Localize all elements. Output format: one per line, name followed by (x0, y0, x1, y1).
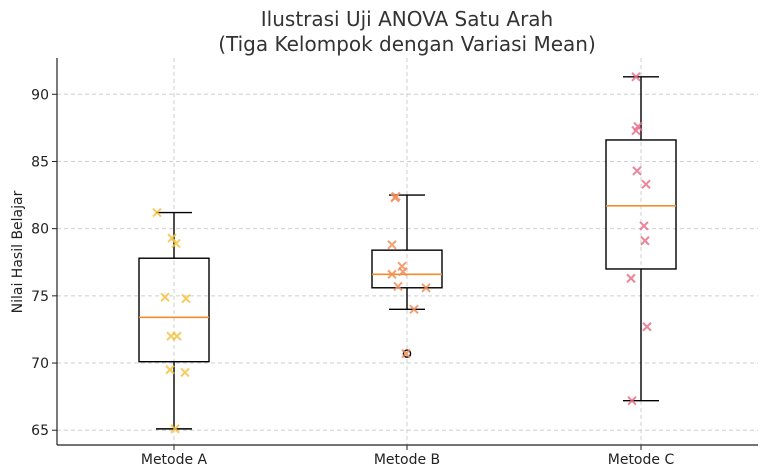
data-point (632, 166, 642, 176)
data-point-stroke (641, 179, 651, 190)
data-point (181, 293, 191, 304)
data-point-stroke (387, 240, 397, 250)
data-point (160, 292, 170, 302)
data-point (640, 236, 650, 246)
data-point-stroke (632, 166, 642, 176)
data-point-stroke (642, 322, 652, 332)
y-tick-label: 70 (31, 356, 49, 372)
data-point (171, 238, 181, 249)
data-point-stroke (165, 365, 175, 375)
x-tick-label: Metode B (374, 452, 440, 468)
data-point (626, 273, 636, 284)
data-layer (138, 72, 677, 434)
box-iqr (371, 249, 443, 289)
box-iqr (138, 257, 210, 363)
y-axis-label: Nilai Hasil Belajar (10, 190, 26, 313)
chart-title-line1: Ilustrasi Uji ANOVA Satu Arah (261, 7, 553, 31)
data-point (421, 283, 431, 293)
data-point-stroke (421, 283, 431, 293)
data-point (393, 281, 403, 292)
data-point-stroke (631, 72, 641, 82)
outlier-point (402, 349, 412, 358)
box-iqr (605, 139, 677, 270)
data-point-stroke (390, 193, 400, 203)
data-point (398, 266, 408, 277)
data-point-stroke (167, 233, 177, 243)
y-tick-label: 75 (31, 289, 49, 305)
grid-layer (57, 58, 758, 445)
data-point-stroke (171, 238, 181, 249)
data-point (642, 322, 652, 332)
data-point (631, 125, 641, 136)
box-group (605, 76, 677, 402)
data-point-stroke (639, 221, 649, 231)
data-point-stroke (152, 207, 162, 218)
data-point-stroke (640, 236, 650, 246)
data-point-stroke (409, 304, 419, 314)
data-point-stroke (160, 292, 170, 302)
data-point (165, 365, 175, 375)
data-point (152, 207, 162, 218)
x-tick-label: Metode C (608, 452, 675, 468)
y-tick-label: 85 (31, 154, 49, 170)
x-tick-label: Metode A (141, 452, 208, 468)
data-point-stroke (170, 424, 180, 434)
y-tick-label: 80 (31, 222, 49, 238)
data-point-stroke (631, 125, 641, 136)
data-point (387, 240, 397, 250)
data-point (387, 269, 397, 280)
axis-layer: 65 70 75 80 85 90 Metode A Metode B Metode C (31, 58, 758, 468)
data-point (639, 221, 649, 231)
chart-title-line2: (Tiga Kelompok dengan Variasi Mean) (218, 32, 596, 56)
data-point-stroke (626, 273, 636, 284)
data-point (390, 193, 400, 203)
data-point-stroke (627, 395, 637, 406)
data-point (627, 395, 637, 406)
data-point-stroke (172, 331, 182, 341)
data-point-stroke (180, 367, 190, 378)
data-point (409, 304, 419, 314)
data-point-stroke (393, 281, 403, 292)
data-point (631, 72, 641, 82)
data-point (172, 331, 182, 341)
data-point (170, 424, 180, 434)
data-point-stroke (181, 293, 191, 304)
y-tick-label: 65 (31, 423, 49, 439)
data-point (641, 179, 651, 190)
data-point-stroke (401, 348, 411, 359)
data-point-stroke (387, 269, 397, 280)
y-tick-label: 90 (31, 87, 49, 103)
data-point (401, 348, 411, 359)
data-point-stroke (398, 266, 408, 277)
data-point (180, 367, 190, 378)
